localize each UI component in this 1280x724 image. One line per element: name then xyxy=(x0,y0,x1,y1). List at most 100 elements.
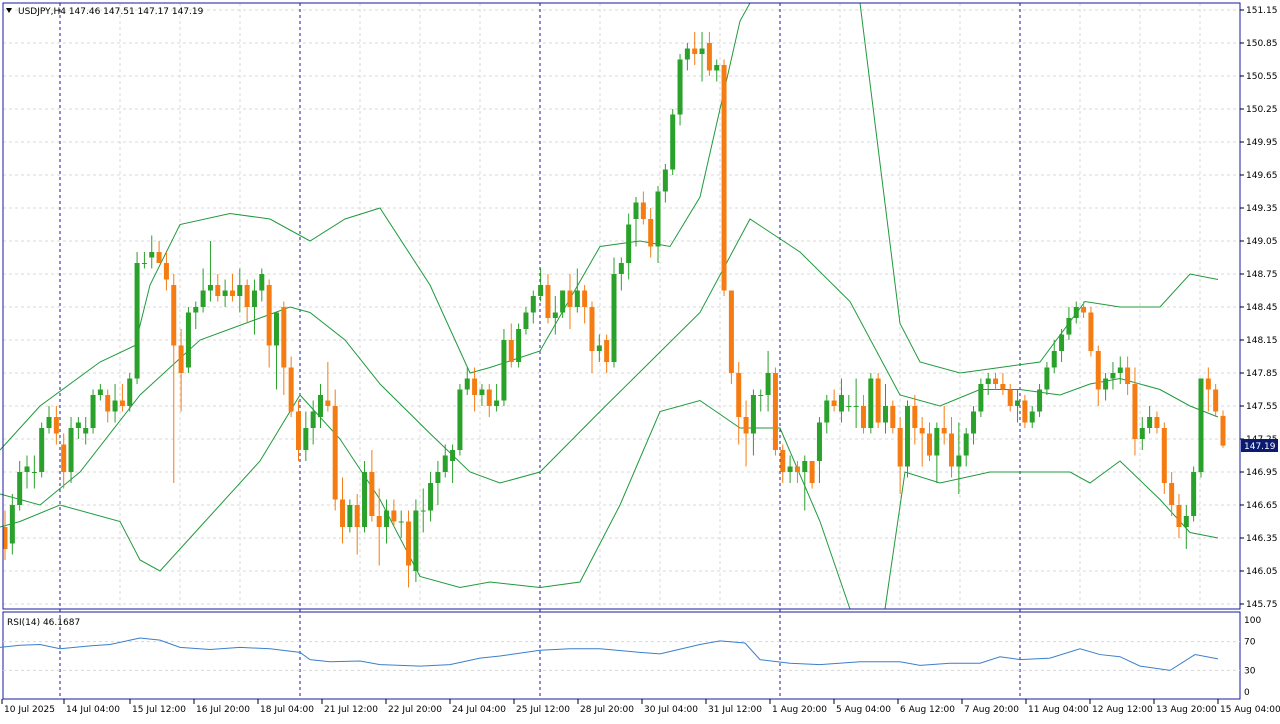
candle[interactable] xyxy=(222,279,228,308)
candle[interactable] xyxy=(450,444,456,484)
candle[interactable] xyxy=(1213,384,1219,417)
candle[interactable] xyxy=(391,499,397,528)
candle[interactable] xyxy=(1051,340,1057,373)
candle[interactable] xyxy=(552,296,558,335)
candle[interactable] xyxy=(46,406,52,434)
candle[interactable] xyxy=(479,384,485,406)
candle[interactable] xyxy=(376,488,382,566)
candle[interactable] xyxy=(398,510,404,539)
candlestick-series[interactable] xyxy=(2,32,1226,588)
candle[interactable] xyxy=(435,461,441,505)
candle[interactable] xyxy=(1029,406,1035,428)
candle[interactable] xyxy=(457,384,463,456)
candle[interactable] xyxy=(1205,367,1211,412)
candle[interactable] xyxy=(1081,301,1087,319)
candle[interactable] xyxy=(956,422,962,495)
candle[interactable] xyxy=(816,417,822,483)
candle[interactable] xyxy=(824,395,830,434)
candle[interactable] xyxy=(134,252,140,384)
candle[interactable] xyxy=(530,290,536,324)
candle[interactable] xyxy=(516,323,522,368)
candle[interactable] xyxy=(332,389,338,511)
candle[interactable] xyxy=(802,455,808,511)
candle[interactable] xyxy=(244,279,250,324)
candle[interactable] xyxy=(141,252,147,269)
candle[interactable] xyxy=(912,395,918,445)
candle[interactable] xyxy=(677,54,683,126)
candle[interactable] xyxy=(765,351,771,412)
candle[interactable] xyxy=(523,307,529,335)
candle[interactable] xyxy=(809,461,815,489)
candle[interactable] xyxy=(1183,505,1189,549)
candle[interactable] xyxy=(325,362,331,412)
candle[interactable] xyxy=(273,312,279,390)
candle[interactable] xyxy=(743,400,749,467)
candle[interactable] xyxy=(560,290,566,319)
candle[interactable] xyxy=(750,389,756,456)
candle[interactable] xyxy=(237,268,243,313)
candle[interactable] xyxy=(53,406,59,445)
candle[interactable] xyxy=(347,499,353,533)
candle[interactable] xyxy=(1088,307,1094,357)
candle[interactable] xyxy=(127,373,133,412)
candle[interactable] xyxy=(941,406,947,445)
candle[interactable] xyxy=(853,378,859,429)
dropdown-triangle-icon[interactable] xyxy=(6,8,12,13)
candle[interactable] xyxy=(266,279,272,368)
candle[interactable] xyxy=(17,461,23,511)
candle[interactable] xyxy=(978,378,984,418)
candle[interactable] xyxy=(1198,378,1204,478)
candle[interactable] xyxy=(24,455,30,489)
candle[interactable] xyxy=(904,400,910,478)
candle[interactable] xyxy=(464,367,470,396)
candle[interactable] xyxy=(97,384,103,401)
candle[interactable] xyxy=(1007,384,1013,412)
candle[interactable] xyxy=(993,373,999,390)
candle[interactable] xyxy=(178,329,184,412)
candle[interactable] xyxy=(1110,362,1116,390)
candle[interactable] xyxy=(633,197,639,247)
candle[interactable] xyxy=(1037,384,1043,417)
candle[interactable] xyxy=(919,417,925,467)
candle[interactable] xyxy=(1132,367,1138,456)
candle[interactable] xyxy=(362,461,368,533)
candle[interactable] xyxy=(794,461,800,483)
candle[interactable] xyxy=(68,417,74,483)
candle[interactable] xyxy=(9,494,15,555)
candle[interactable] xyxy=(875,373,881,428)
candle[interactable] xyxy=(787,455,793,484)
candle[interactable] xyxy=(1066,307,1072,340)
candle[interactable] xyxy=(1161,422,1167,495)
candle[interactable] xyxy=(890,400,896,434)
candle[interactable] xyxy=(105,389,111,423)
candle[interactable] xyxy=(1073,301,1079,324)
price-axis[interactable]: 151.15 150.85 150.55 150.25 149.95 149.65 149.… xyxy=(1240,6,1278,610)
candle[interactable] xyxy=(90,389,96,434)
candle[interactable] xyxy=(229,274,235,302)
candle[interactable] xyxy=(442,444,448,478)
candle[interactable] xyxy=(171,274,177,483)
candle[interactable] xyxy=(868,373,874,434)
candle[interactable] xyxy=(640,191,646,225)
candle[interactable] xyxy=(655,186,661,263)
candle[interactable] xyxy=(604,334,610,374)
candle[interactable] xyxy=(949,417,955,478)
candle[interactable] xyxy=(1044,362,1050,395)
candle[interactable] xyxy=(648,208,654,258)
candle[interactable] xyxy=(288,356,294,418)
candle[interactable] xyxy=(486,384,492,417)
candle[interactable] xyxy=(1139,417,1145,450)
candle[interactable] xyxy=(589,301,595,374)
candle[interactable] xyxy=(1191,466,1197,522)
candle[interactable] xyxy=(406,510,412,588)
candle[interactable] xyxy=(83,417,89,445)
candle[interactable] xyxy=(985,373,991,395)
candle[interactable] xyxy=(538,268,544,302)
candle[interactable] xyxy=(1169,472,1175,516)
candle[interactable] xyxy=(1117,356,1123,385)
candle[interactable] xyxy=(714,59,720,82)
candle[interactable] xyxy=(728,290,734,385)
candle[interactable] xyxy=(971,406,977,445)
candle[interactable] xyxy=(846,395,852,412)
candle[interactable] xyxy=(1125,356,1131,396)
